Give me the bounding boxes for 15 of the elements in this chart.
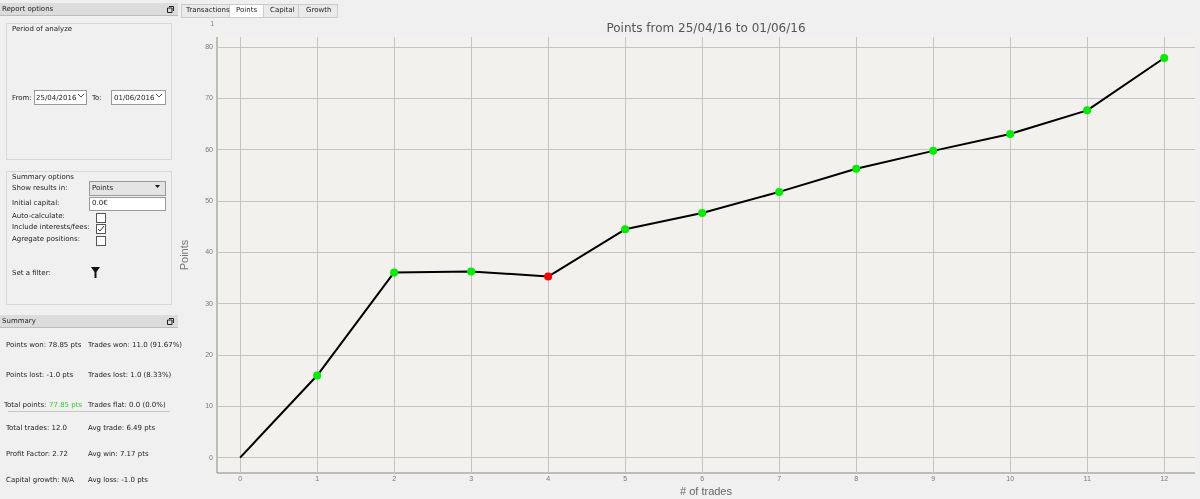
- x-axis-title: # of trades: [680, 485, 733, 498]
- point: [929, 146, 938, 155]
- point: [1006, 129, 1015, 138]
- point: [390, 268, 399, 277]
- point: [775, 187, 784, 196]
- point: [621, 225, 630, 234]
- point: [698, 208, 707, 217]
- chart-title: Points from 25/04/16 to 01/06/16: [606, 21, 806, 35]
- point: [544, 272, 553, 281]
- point: [467, 267, 476, 276]
- point: [1160, 54, 1169, 63]
- y-axis-title: Points: [177, 239, 190, 271]
- point: [1083, 106, 1092, 115]
- point: [313, 371, 322, 380]
- point: [852, 164, 861, 173]
